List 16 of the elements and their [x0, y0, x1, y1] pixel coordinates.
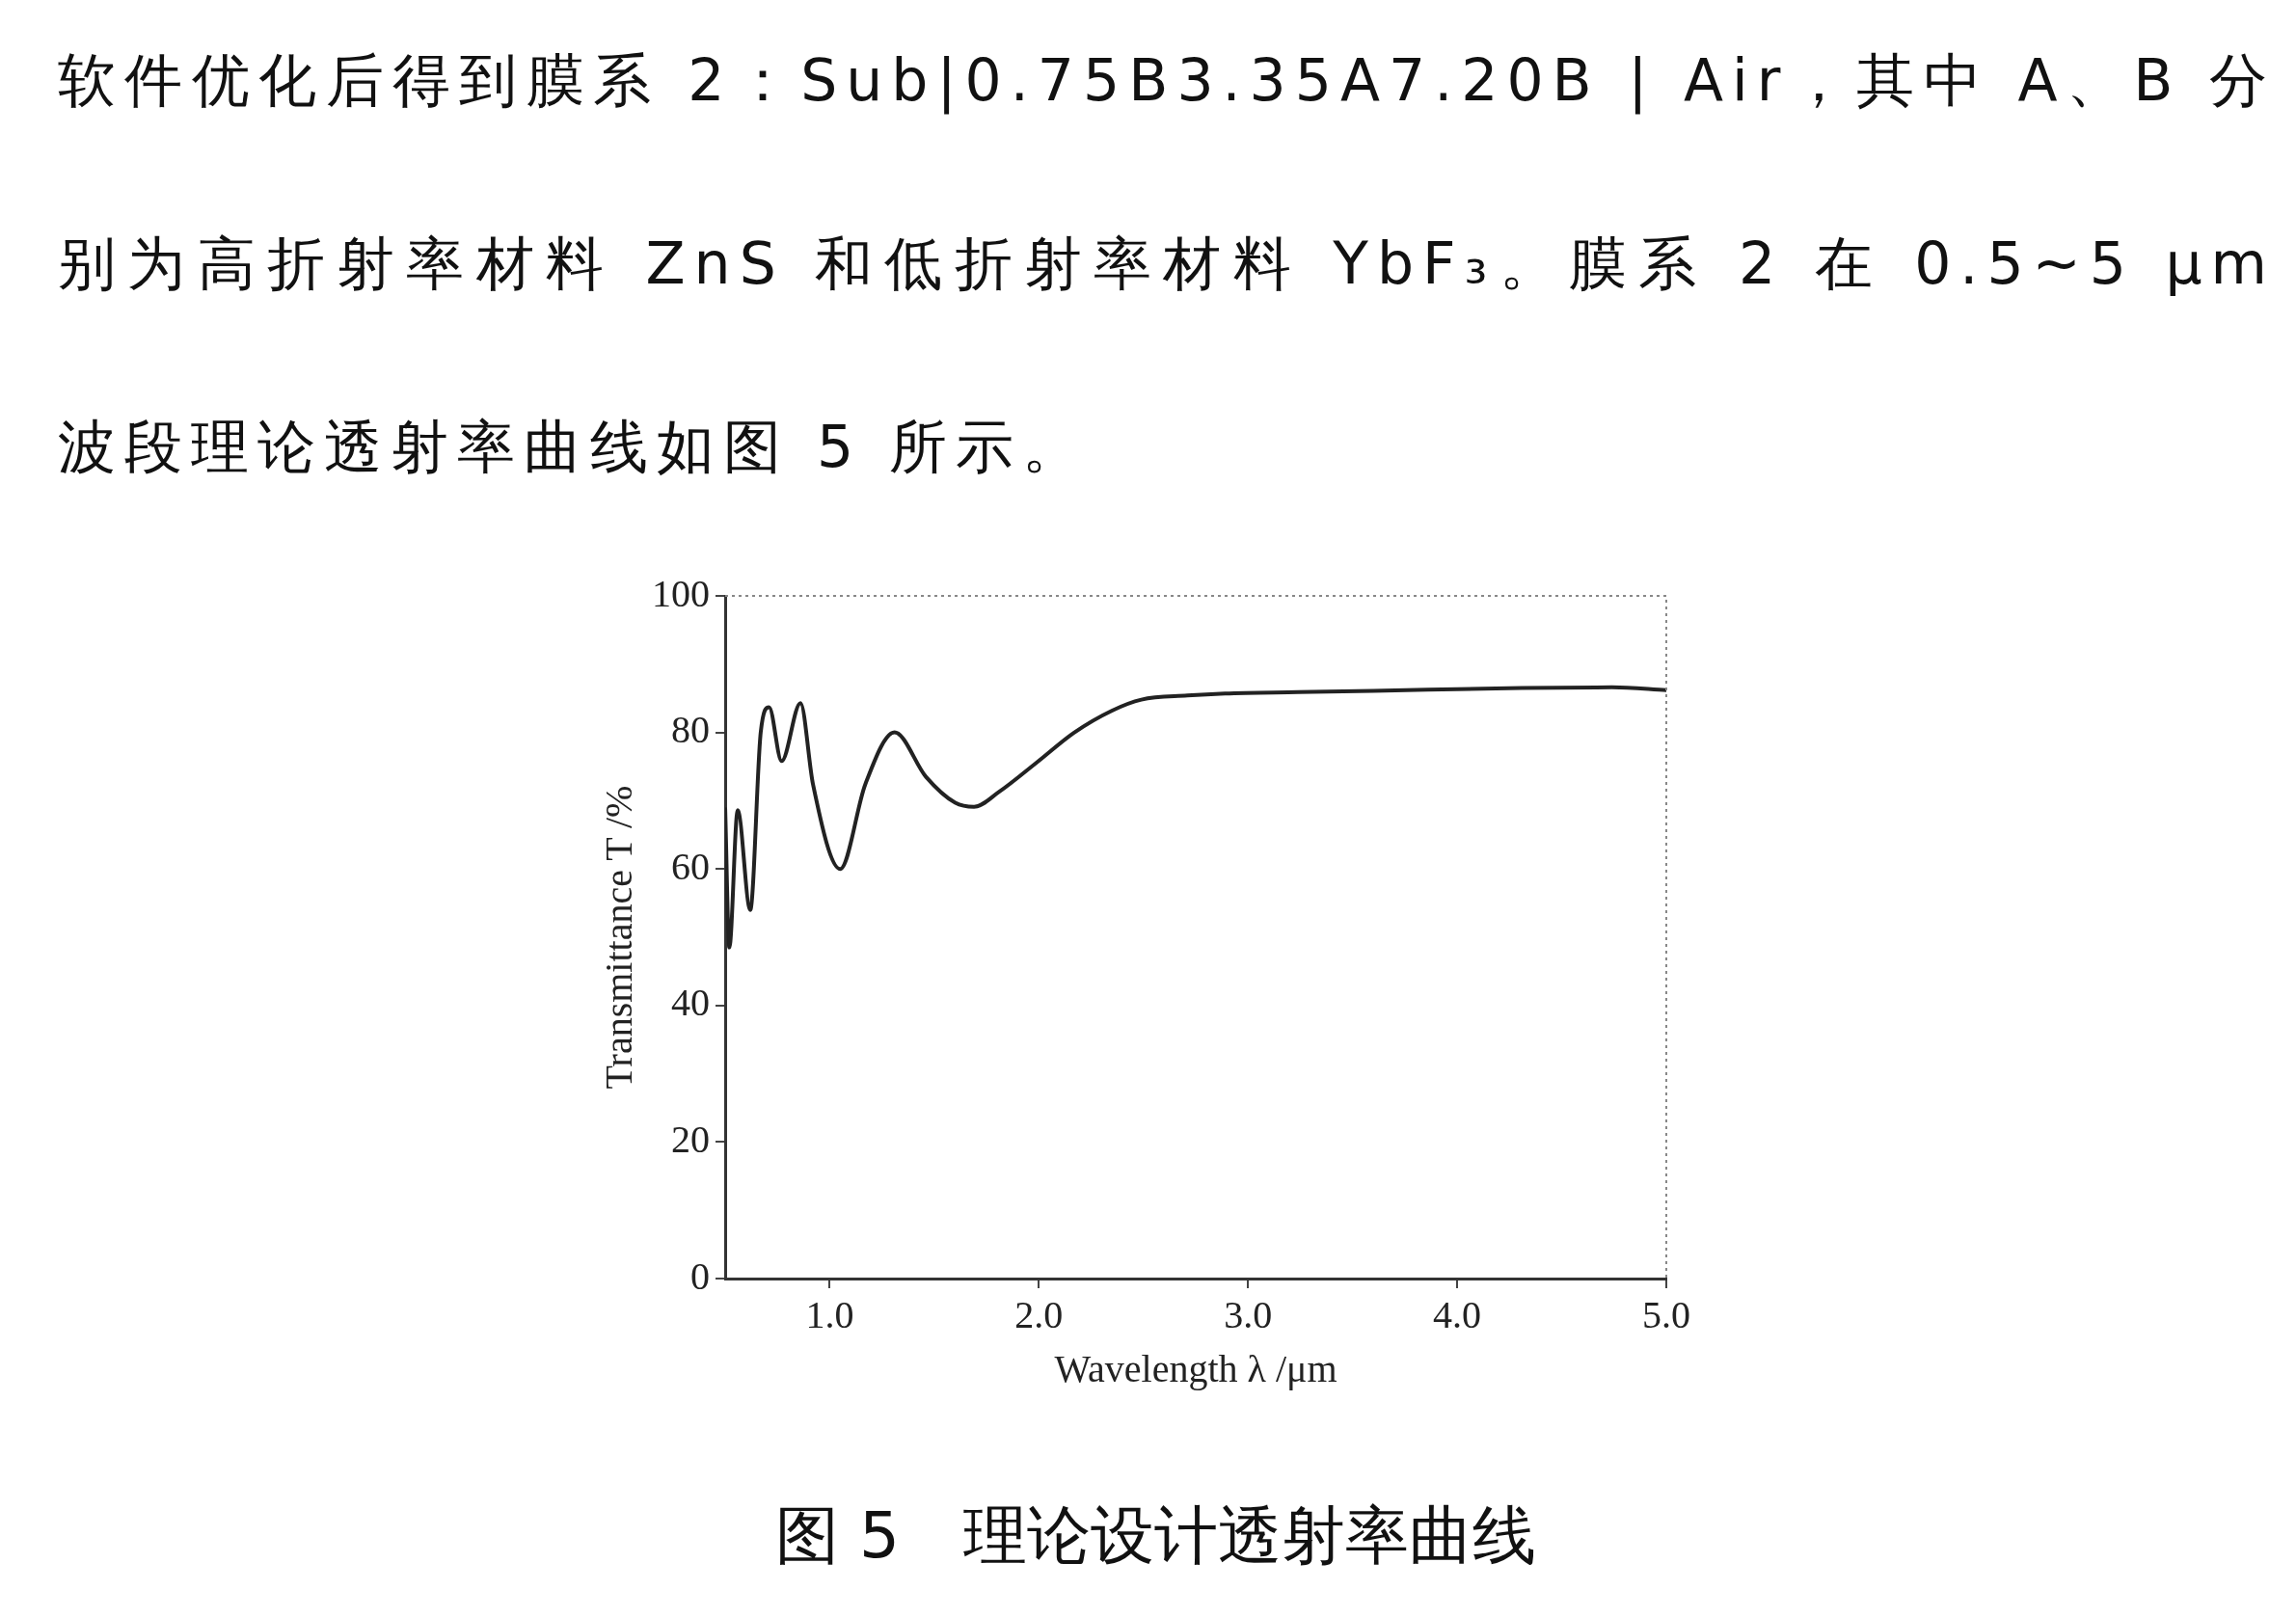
y-tick-label: 60 — [671, 844, 710, 888]
x-tick-label: 2.0 — [1014, 1292, 1064, 1336]
line-series — [725, 685, 1666, 950]
y-tick-label: 100 — [652, 571, 710, 615]
text: 软件优化后得到膜系 2：Sub|0.75B3.35A7.20B | Air，其中 A、B 分别为高折射率材料 ZnS 和低折射率材料 YbF₃。膜系 2 在 0.5~5 μm 波段理论透射率曲线如图 5 所示。 — [58, 46, 2276, 480]
y-tick-label: 40 — [671, 981, 710, 1025]
x-tick-label: 5.0 — [1642, 1292, 1690, 1336]
x-tick-label: 4.0 — [1433, 1292, 1482, 1336]
y-axis-title: Transmittance T /% — [596, 785, 640, 1090]
y-tick-label: 80 — [671, 708, 710, 752]
x-tick-label: 1.0 — [805, 1292, 854, 1336]
y-tick-label: 0 — [690, 1253, 710, 1298]
text: 图 5 理论设计透射率曲线 — [774, 1497, 1537, 1575]
y-tick-label: 20 — [671, 1117, 710, 1161]
x-tick-label: 3.0 — [1224, 1292, 1273, 1336]
x-axis-title: Wavelength λ /μm — [1054, 1346, 1337, 1390]
